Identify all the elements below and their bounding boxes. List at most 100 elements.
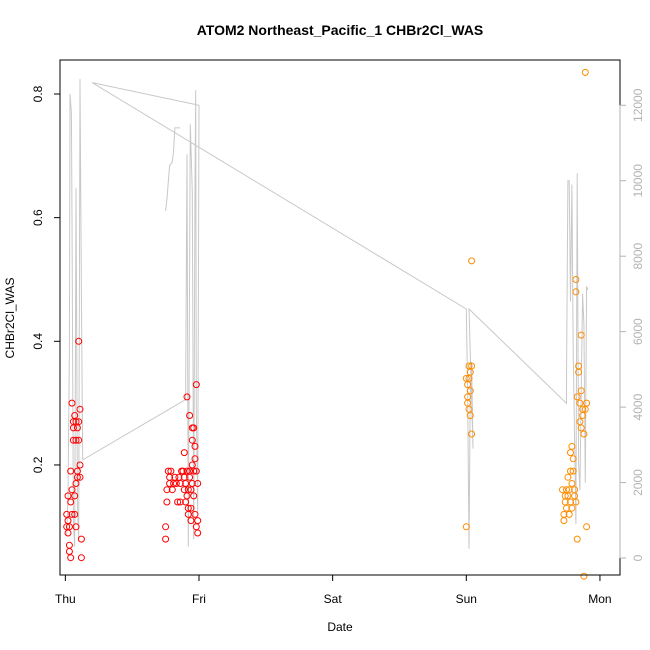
- y-tick-label: 0.6: [31, 209, 45, 226]
- data-point: [468, 430, 476, 438]
- data-point: [64, 492, 72, 500]
- data-point: [176, 498, 184, 506]
- x-tick-label: Thu: [55, 592, 76, 606]
- secondary-line-segment: [165, 127, 181, 211]
- data-point: [68, 510, 76, 518]
- data-point: [191, 455, 199, 463]
- data-point: [68, 486, 76, 494]
- y2-tick-label: 4000: [631, 393, 645, 420]
- data-point: [67, 467, 75, 475]
- data-point: [186, 412, 194, 419]
- data-point: [583, 523, 591, 531]
- x-tick-label: Mon: [588, 592, 611, 606]
- data-point: [77, 535, 85, 543]
- data-point: [192, 467, 200, 475]
- data-point: [568, 480, 576, 487]
- data-point: [69, 424, 77, 432]
- data-point: [162, 535, 170, 543]
- data-point: [183, 467, 191, 475]
- data-point: [71, 510, 79, 518]
- data-point: [183, 393, 191, 401]
- data-point: [68, 399, 76, 407]
- data-point: [76, 473, 84, 481]
- data-point: [190, 492, 198, 500]
- y-tick-label: 0.2: [31, 456, 45, 473]
- y-axis-right: 0 2000 4000 6000 8000 10000 12000: [619, 88, 645, 561]
- data-point: [568, 442, 576, 450]
- data-point: [560, 517, 568, 525]
- data-point: [194, 517, 202, 525]
- y-axis-label: CHBr2Cl_WAS: [3, 278, 17, 359]
- points-layer: [63, 68, 591, 580]
- data-point: [466, 412, 474, 419]
- data-point: [466, 387, 474, 395]
- data-point: [192, 381, 200, 389]
- secondary-line-layer: [66, 78, 589, 549]
- data-point: [581, 68, 589, 76]
- data-point: [191, 510, 199, 518]
- data-point: [579, 412, 587, 419]
- data-point: [180, 449, 188, 457]
- data-point: [572, 276, 580, 283]
- y2-tick-label: 0: [631, 554, 645, 561]
- data-point: [577, 424, 585, 432]
- data-point: [188, 436, 196, 444]
- data-point: [569, 455, 577, 463]
- data-point: [65, 541, 73, 549]
- data-point: [162, 523, 170, 531]
- y-axis-left: 0.2 0.4 0.6 0.8: [31, 85, 61, 473]
- x-tick-label: Sun: [456, 592, 477, 606]
- data-point: [77, 554, 85, 562]
- data-point: [167, 467, 175, 475]
- data-point: [73, 473, 81, 481]
- data-point: [194, 480, 202, 487]
- data-point: [184, 486, 192, 494]
- data-point: [190, 467, 198, 475]
- data-point: [187, 504, 195, 512]
- data-point: [194, 529, 202, 537]
- x-tick-label: Fri: [192, 592, 206, 606]
- data-point: [468, 257, 476, 265]
- x-axis: Thu Fri Sat Sun Mon: [55, 574, 612, 606]
- data-point: [568, 504, 576, 512]
- data-point: [583, 399, 591, 407]
- y2-tick-label: 2000: [631, 469, 645, 496]
- data-point: [72, 523, 80, 531]
- data-point: [575, 368, 583, 376]
- data-point: [75, 436, 83, 444]
- data-point: [186, 473, 194, 481]
- data-point: [577, 331, 585, 339]
- data-point: [75, 418, 83, 426]
- data-point: [69, 436, 77, 444]
- data-point: [75, 337, 83, 345]
- y2-tick-label: 10000: [631, 164, 645, 198]
- y2-tick-label: 12000: [631, 88, 645, 122]
- data-point: [565, 510, 573, 518]
- x-axis-label: Date: [327, 620, 353, 634]
- data-point: [576, 399, 584, 407]
- data-point: [191, 442, 199, 450]
- data-point: [166, 480, 174, 487]
- y-tick-label: 0.4: [31, 333, 45, 350]
- data-point: [67, 498, 75, 506]
- data-point: [573, 393, 581, 401]
- data-point: [182, 480, 190, 487]
- x-tick-label: Sat: [324, 592, 343, 606]
- data-point: [577, 387, 585, 395]
- data-point: [172, 480, 180, 487]
- data-point: [564, 473, 572, 481]
- data-point: [188, 480, 196, 487]
- data-point: [567, 467, 574, 475]
- data-point: [580, 430, 588, 438]
- data-point: [569, 467, 577, 475]
- data-point: [72, 436, 80, 444]
- data-point: [572, 288, 580, 296]
- data-point: [65, 523, 73, 531]
- data-point: [184, 504, 192, 512]
- data-point: [565, 486, 573, 494]
- data-point: [76, 461, 84, 469]
- y-tick-label: 0.8: [31, 85, 45, 102]
- data-point: [462, 523, 470, 531]
